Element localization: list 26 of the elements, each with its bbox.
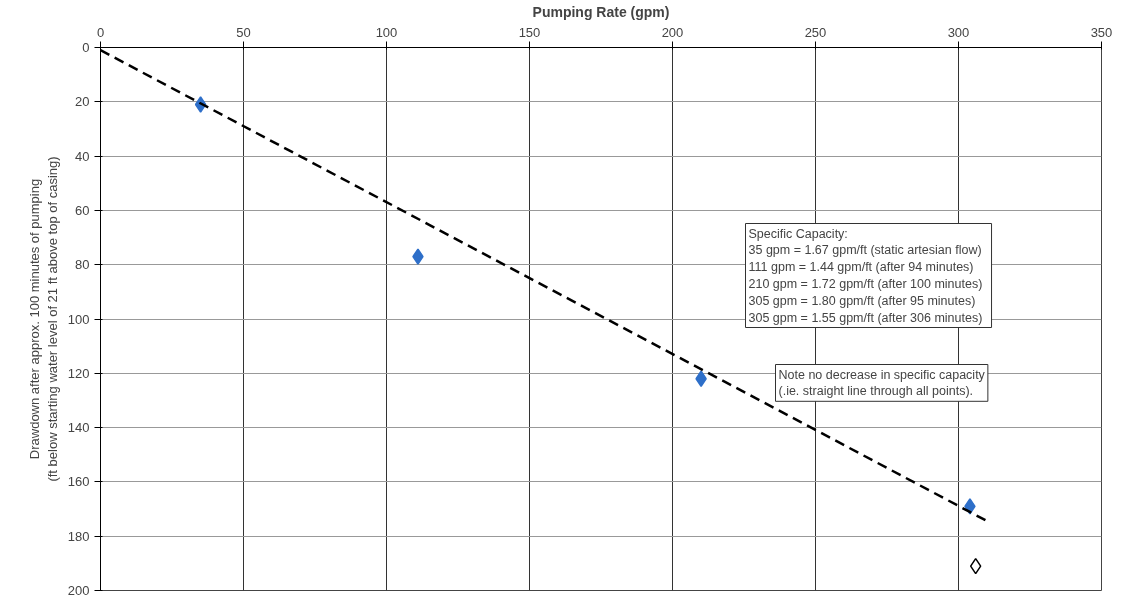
- x-tick-label: 300: [947, 24, 970, 40]
- y-tick-label: 160: [67, 474, 90, 490]
- y-tick-label: 120: [67, 365, 90, 381]
- y-tick-label: 200: [67, 583, 90, 596]
- x-tick-label: 100: [375, 24, 398, 40]
- x-tick-label: 200: [661, 24, 684, 40]
- y-tick-label: 180: [67, 528, 90, 544]
- x-tick-label: 250: [804, 24, 827, 40]
- point: [969, 557, 982, 575]
- annotation: Note no decrease in specific capacity (.ie. straight line through all points).: [778, 367, 986, 399]
- x-tick-label: 350: [1090, 24, 1113, 40]
- y-tick-label: 100: [67, 311, 90, 327]
- y-tick-label: 20: [75, 94, 90, 110]
- y-axis-title: Drawdown after approx. 100 minutes of pumping (ft below starting water level of 21 ft above top of casing): [26, 156, 60, 482]
- annotation: Specific Capacity: 35 gpm = 1.67 gpm/ft (static artesian flow) 111 gpm = 1.44 gpm/ft (after 94 minutes) 210 gpm = 1.72 gpm/ft (after 100 minutes) 305 gpm = 1.80 gpm/ft (after 95 minutes) 305 gpm = 1.55 gpm/ft (after 306 minutes): [748, 226, 983, 325]
- x-tick-label: 50: [236, 24, 251, 40]
- point: [695, 370, 707, 387]
- y-tick-label: 80: [75, 257, 90, 273]
- point: [412, 248, 424, 265]
- y-tick-label: 0: [82, 40, 90, 55]
- y-tick-label: 140: [67, 420, 90, 436]
- x-tick-label: 150: [518, 24, 541, 40]
- x-axis-title: Pumping Rate (gpm): [532, 3, 670, 20]
- y-tick-label: 60: [75, 202, 90, 218]
- y-tick-label: 40: [75, 148, 90, 164]
- x-tick-label: 0: [96, 24, 105, 40]
